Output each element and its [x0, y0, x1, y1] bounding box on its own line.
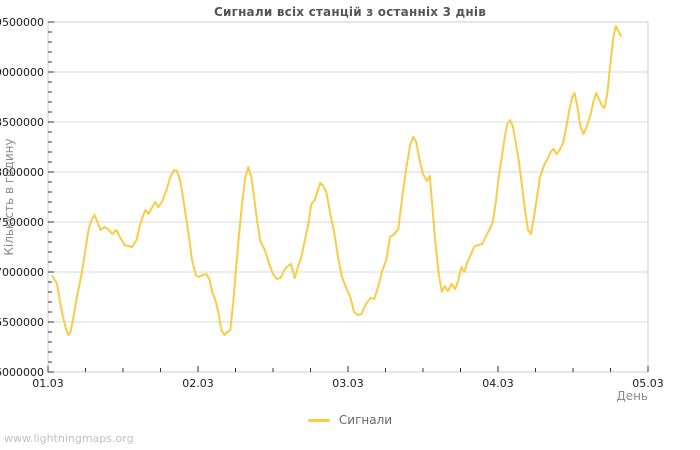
x-axis-label: День	[616, 389, 648, 403]
y-axis-label: Кількість в годину	[2, 138, 16, 256]
x-tick-label: 01.03	[32, 377, 64, 390]
plot-border	[47, 21, 649, 373]
x-tick-label: 04.03	[482, 377, 514, 390]
x-tick-label: 03.03	[332, 377, 364, 390]
chart-title: Сигнали всіх станцій з останніх 3 днів	[213, 5, 487, 19]
series-line	[51, 25, 622, 336]
y-tick-label: 8500000	[0, 116, 44, 129]
legend-line-swatch	[307, 418, 330, 422]
y-tick-label: 6500000	[0, 316, 44, 329]
x-tick-label: 02.03	[182, 377, 214, 390]
legend-label: Сигнали	[338, 413, 393, 427]
y-tick-label: 9500000	[0, 16, 44, 29]
legend: Сигнали	[0, 412, 700, 428]
y-tick-label: 7000000	[0, 266, 44, 279]
y-tick-label: 7500000	[0, 216, 44, 229]
y-tick-label: 8000000	[0, 166, 44, 179]
y-tick-label: 9000000	[0, 66, 44, 79]
y-tick-label: 6000000	[0, 366, 44, 379]
x-tick-label: 05.03	[632, 377, 664, 390]
watermark: www.lightningmaps.org	[4, 432, 134, 445]
